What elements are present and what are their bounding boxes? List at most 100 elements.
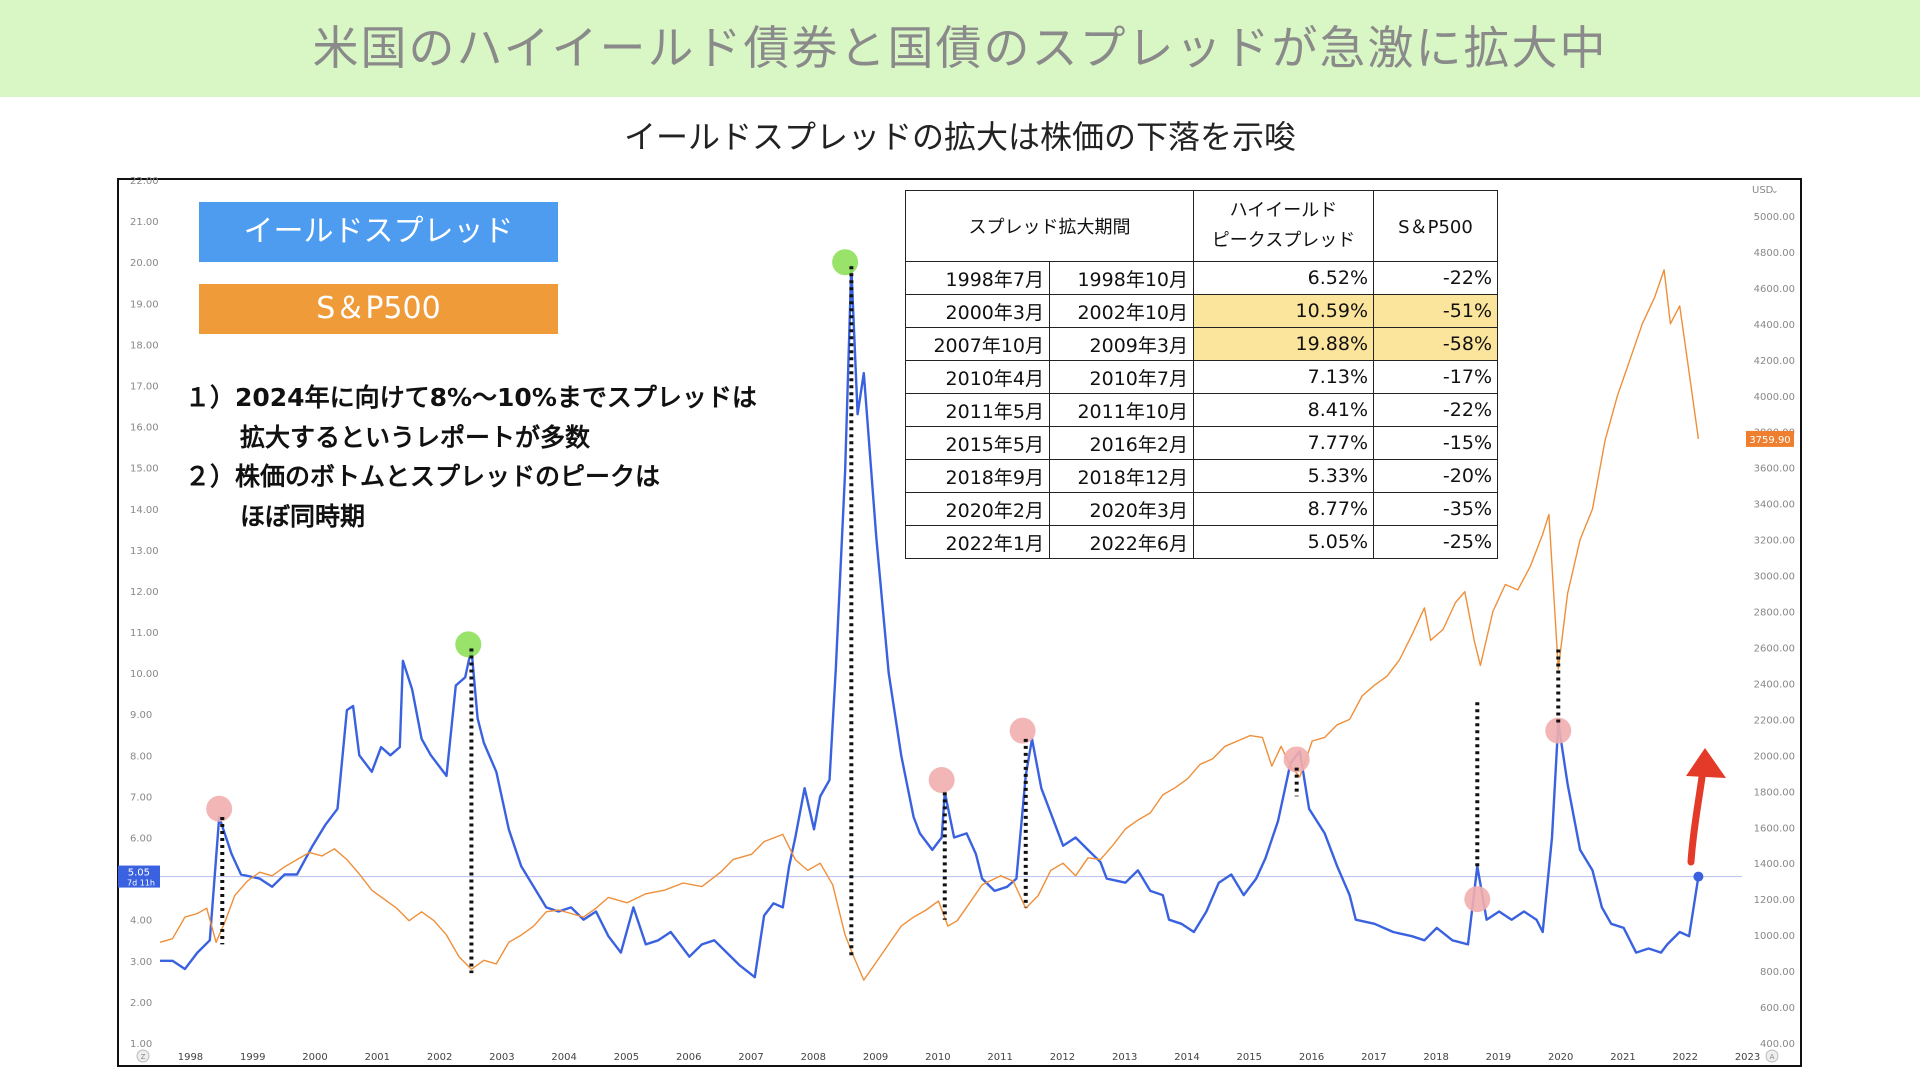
header-peak-line1: ハイイールド xyxy=(1229,200,1338,221)
up-arrow-head xyxy=(1686,748,1726,778)
chevron-down-icon: ⌄ xyxy=(1771,186,1779,196)
row-start: 2018年9月 xyxy=(905,459,1050,493)
row-sp: -51% xyxy=(1373,294,1498,328)
x-tick-label: 2007 xyxy=(738,1052,763,1063)
banner-title: 米国のハイイールド債券と国債のスプレッドが急激に拡大中 xyxy=(312,21,1608,75)
left-tick-label: 18.00 xyxy=(130,340,159,351)
zoom-icon xyxy=(136,1049,150,1063)
right-tick-label: 1200.00 xyxy=(1754,895,1795,906)
row-sp: -22% xyxy=(1373,393,1498,427)
peak-marker xyxy=(928,766,955,793)
row-end: 1998年10月 xyxy=(1049,261,1194,295)
right-tick-label: 4400.00 xyxy=(1754,320,1795,331)
table-row: 2015年5月 2016年2月 7.77% -15% xyxy=(905,426,1498,460)
header-sp500: S＆P500 xyxy=(1373,190,1498,262)
right-axis-unit: USD xyxy=(1752,185,1774,196)
right-tick-label: 1600.00 xyxy=(1754,823,1795,834)
table-row: 1998年7月 1998年10月 6.52% -22% xyxy=(905,261,1498,295)
right-tick-label: 2200.00 xyxy=(1754,715,1795,726)
row-end: 2011年10月 xyxy=(1049,393,1194,427)
spread-line xyxy=(160,265,1700,979)
peak-marker xyxy=(832,249,859,276)
table-row: 2010年4月 2010年7月 7.13% -17% xyxy=(905,360,1498,394)
row-peak: 10.59% xyxy=(1193,294,1374,328)
row-sp: -58% xyxy=(1373,327,1498,361)
right-tick-label: 800.00 xyxy=(1760,967,1795,978)
note-2b: ほぼ同時期 xyxy=(240,502,366,531)
right-tick-label: 1800.00 xyxy=(1754,787,1795,798)
peak-marker xyxy=(206,795,233,822)
left-tick-label: 4.00 xyxy=(130,916,152,927)
right-tick-label: 400.00 xyxy=(1760,1039,1795,1050)
left-tick-label: 19.00 xyxy=(130,299,159,310)
row-start: 2022年1月 xyxy=(905,525,1050,559)
peak-marker xyxy=(1545,717,1572,744)
right-tick-label: 2400.00 xyxy=(1754,679,1795,690)
x-tick-label: 2017 xyxy=(1361,1052,1386,1063)
current-spread-label: 5.05 xyxy=(128,868,150,879)
right-tick-label: 3600.00 xyxy=(1754,464,1795,475)
left-tick-label: 1.00 xyxy=(130,1039,152,1050)
right-tick-label: 1000.00 xyxy=(1754,931,1795,942)
current-spread-point xyxy=(1693,871,1704,882)
peak-marker xyxy=(1009,717,1036,744)
right-tick-label: 2800.00 xyxy=(1754,608,1795,619)
left-tick-label: 12.00 xyxy=(130,587,159,598)
row-end: 2020年3月 xyxy=(1049,492,1194,526)
left-tick-label: 7.00 xyxy=(130,792,152,803)
x-tick-label: 2013 xyxy=(1112,1052,1137,1063)
right-tick-label: 3400.00 xyxy=(1754,500,1795,511)
left-tick-label: 3.00 xyxy=(130,957,152,968)
row-end: 2018年12月 xyxy=(1049,459,1194,493)
row-end: 2009年3月 xyxy=(1049,327,1194,361)
row-sp: -35% xyxy=(1373,492,1498,526)
x-tick-label: 1999 xyxy=(240,1052,265,1063)
x-tick-label: 2015 xyxy=(1237,1052,1262,1063)
right-tick-label: 2000.00 xyxy=(1754,751,1795,762)
left-tick-label: 13.00 xyxy=(130,546,159,557)
row-start: 1998年7月 xyxy=(905,261,1050,295)
current-spread-badge xyxy=(118,865,160,888)
left-tick-label: 21.00 xyxy=(130,217,159,228)
row-sp: -22% xyxy=(1373,261,1498,295)
row-start: 2007年10月 xyxy=(905,327,1050,361)
row-sp: -20% xyxy=(1373,459,1498,493)
x-tick-label: 2022 xyxy=(1673,1052,1698,1063)
chart-subtitle: イールドスプレッドの拡大は株価の下落を示唆 xyxy=(623,118,1296,156)
x-tick-label: 2008 xyxy=(801,1052,826,1063)
right-tick-label: 4800.00 xyxy=(1754,248,1795,259)
zoom-icon-letter: Z xyxy=(141,1053,146,1061)
row-start: 2000年3月 xyxy=(905,294,1050,328)
x-tick-label: 2005 xyxy=(614,1052,639,1063)
banner: 米国のハイイールド債券と国債のスプレッドが急激に拡大中 xyxy=(0,0,1920,97)
note-1: １）2024年に向けて8%〜10%までスプレッドは xyxy=(185,383,757,412)
row-start: 2015年5月 xyxy=(905,426,1050,460)
left-tick-label: 22.00 xyxy=(130,176,159,187)
left-tick-label: 14.00 xyxy=(130,505,159,516)
x-tick-label: 1998 xyxy=(178,1052,203,1063)
x-tick-label: 2006 xyxy=(676,1052,701,1063)
right-tick-label: 5000.00 xyxy=(1754,212,1795,223)
left-tick-label: 15.00 xyxy=(130,464,159,475)
current-sp-badge xyxy=(1746,430,1794,447)
right-tick-label: 2600.00 xyxy=(1754,643,1795,654)
table-row: 2011年5月 2011年10月 8.41% -22% xyxy=(905,393,1498,427)
row-sp: -15% xyxy=(1373,426,1498,460)
x-tick-label: 2004 xyxy=(551,1052,576,1063)
current-sp-label: 3759.90 xyxy=(1749,435,1790,446)
left-tick-label: 9.00 xyxy=(130,710,152,721)
up-arrow-shaft xyxy=(1687,766,1707,866)
row-peak: 5.05% xyxy=(1193,525,1374,559)
header-peak-line2: ピークスプレッド xyxy=(1211,230,1356,251)
table-row: 2007年10月 2009年3月 19.88% -58% xyxy=(905,327,1498,361)
left-tick-label: 11.00 xyxy=(130,628,159,639)
row-start: 2010年4月 xyxy=(905,360,1050,394)
row-start: 2020年2月 xyxy=(905,492,1050,526)
row-end: 2016年2月 xyxy=(1049,426,1194,460)
right-tick-label: 600.00 xyxy=(1760,1003,1795,1014)
x-tick-label: 2010 xyxy=(925,1052,950,1063)
left-tick-label: 10.00 xyxy=(130,669,159,680)
row-peak: 8.77% xyxy=(1193,492,1374,526)
row-peak: 6.52% xyxy=(1193,261,1374,295)
